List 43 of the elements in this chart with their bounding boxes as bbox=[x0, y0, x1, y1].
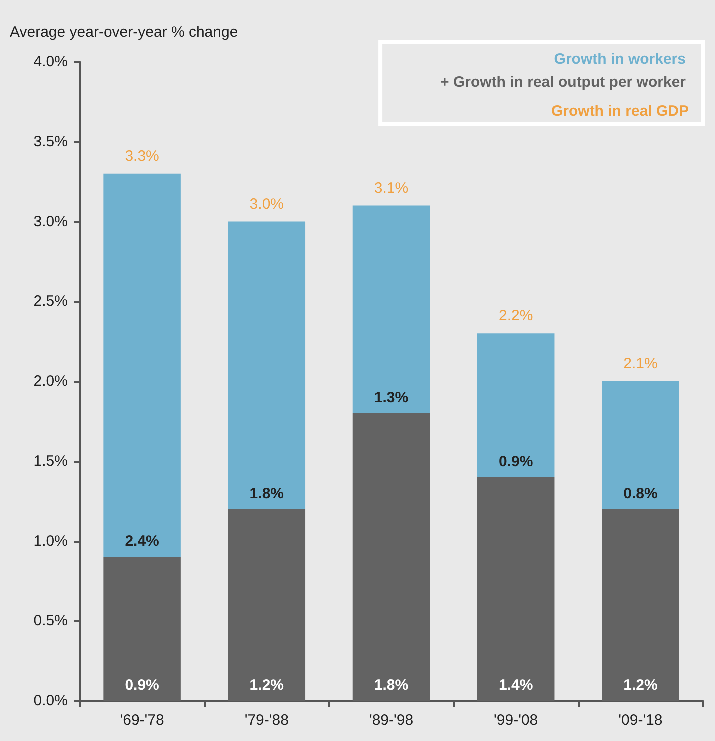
bar bbox=[104, 174, 181, 558]
data-label: 0.9% bbox=[499, 453, 534, 470]
bar bbox=[228, 222, 306, 510]
data-label: 1.2% bbox=[624, 677, 658, 694]
y-tick-label: 4.0% bbox=[34, 54, 68, 70]
annotation: Growth in real GDP bbox=[551, 103, 690, 120]
bar bbox=[602, 509, 680, 701]
text: Growth in workers bbox=[554, 51, 686, 68]
data-label: 1.3% bbox=[374, 389, 409, 406]
y-tick-label: 1.5% bbox=[34, 452, 68, 470]
bar bbox=[477, 334, 555, 478]
x-tick-label: '99-'08 bbox=[494, 712, 538, 729]
x-tick-label: '69-'78 bbox=[120, 712, 164, 729]
data-label: 1.2% bbox=[250, 677, 284, 694]
data-label: 1.4% bbox=[499, 677, 534, 694]
y-tick-label: 3.5% bbox=[34, 133, 68, 150]
x-tick-label: '79-'88 bbox=[244, 712, 289, 729]
y-tick-label: 0.5% bbox=[34, 612, 68, 630]
bar bbox=[602, 382, 680, 510]
data-label: 1.8% bbox=[250, 485, 284, 502]
x-tick-label: '09-'18 bbox=[618, 712, 663, 729]
y-tick-label: 0.0% bbox=[34, 692, 68, 710]
y-tick-label: 2.5% bbox=[34, 293, 68, 310]
bar bbox=[228, 509, 306, 701]
total-label: 2.1% bbox=[624, 356, 658, 372]
total-label: 3.1% bbox=[374, 180, 409, 197]
y-tick-label: 1.0% bbox=[34, 532, 68, 550]
y-tick-label: 2.0% bbox=[34, 373, 68, 390]
text: + Growth in real output per worker bbox=[440, 74, 686, 91]
data-label: 0.8% bbox=[624, 485, 658, 502]
x-tick-label: '89-'98 bbox=[369, 712, 414, 729]
total-label: 2.2% bbox=[499, 308, 534, 325]
y-axis-title: Average year-over-year % change bbox=[10, 24, 238, 41]
bar bbox=[477, 477, 555, 701]
data-label: 2.4% bbox=[125, 533, 160, 550]
bar bbox=[104, 557, 181, 701]
total-label: 3.3% bbox=[125, 148, 160, 165]
y-tick-label: 3.0% bbox=[34, 213, 68, 230]
bar bbox=[352, 206, 430, 414]
bar bbox=[352, 413, 430, 701]
total-label: 3.0% bbox=[250, 196, 284, 213]
data-label: 0.9% bbox=[125, 677, 160, 694]
data-label: 1.8% bbox=[374, 677, 409, 694]
